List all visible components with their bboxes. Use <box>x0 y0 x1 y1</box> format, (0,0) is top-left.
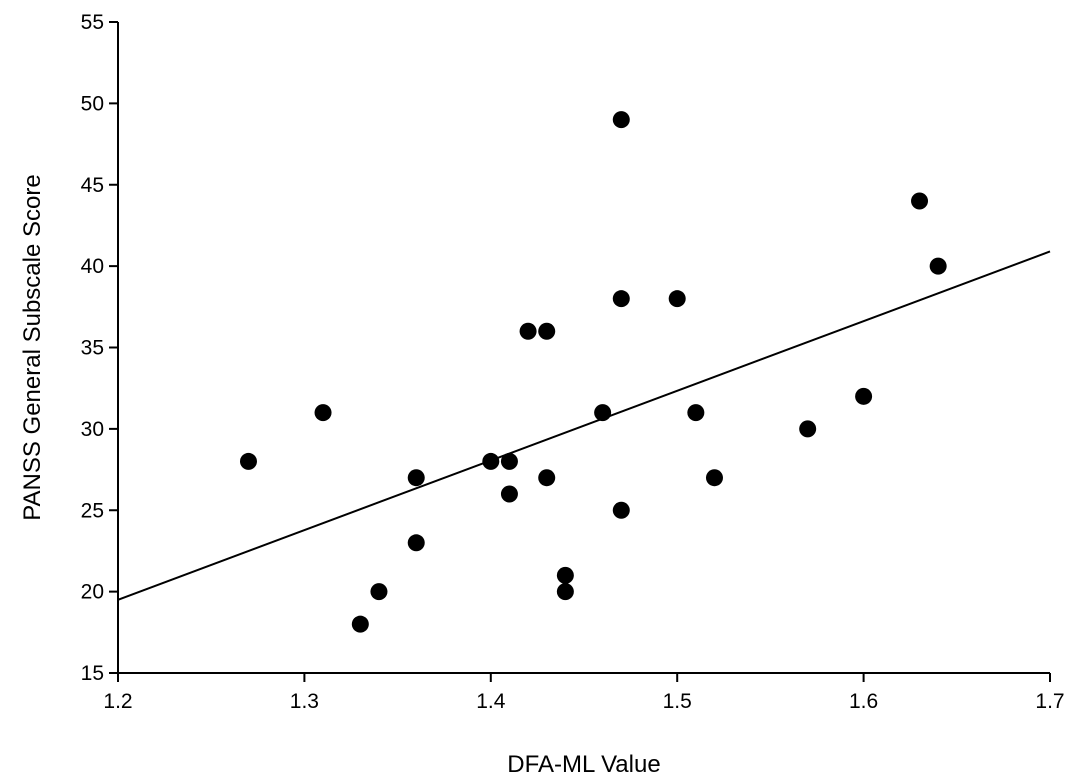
data-point-5 <box>407 469 425 487</box>
x-tick-label: 1.4 <box>476 690 506 713</box>
axes: 15 20 25 30 35 40 45 50 55 1.2 1.3 1.4 1.5 1.6 1.7 <box>81 11 1065 713</box>
data-point-22 <box>799 420 817 438</box>
data-point-20 <box>687 404 705 422</box>
data-point-9 <box>500 485 518 503</box>
data-point-2 <box>314 404 332 422</box>
x-tick-label: 1.5 <box>663 690 692 713</box>
y-tick-label: 50 <box>81 92 104 115</box>
y-tick-label: 40 <box>81 255 104 278</box>
data-point-25 <box>929 257 947 275</box>
trendline <box>117 250 1051 601</box>
y-tick-label: 25 <box>81 499 104 522</box>
data-point-6 <box>407 534 425 552</box>
data-point-21 <box>705 469 723 487</box>
trendline-group <box>117 250 1051 601</box>
data-point-16 <box>612 111 630 129</box>
x-tick-label: 1.7 <box>1035 690 1064 713</box>
data-point-1 <box>239 452 257 470</box>
data-point-23 <box>855 387 873 405</box>
y-axis-label: PANSS General Subscale Score <box>19 174 46 520</box>
data-point-3 <box>351 615 369 633</box>
x-tick-label: 1.3 <box>290 690 319 713</box>
y-tick-label: 15 <box>81 662 104 685</box>
data-point-7 <box>482 452 500 470</box>
data-point-24 <box>911 192 929 210</box>
data-point-14 <box>556 583 574 601</box>
data-point-18 <box>612 501 630 519</box>
y-tick-label: 45 <box>81 174 104 197</box>
y-tick-label: 35 <box>81 337 104 360</box>
data-point-8 <box>500 452 518 470</box>
y-tick-label: 55 <box>81 11 104 34</box>
data-point-19 <box>668 290 686 308</box>
data-point-10 <box>519 322 537 340</box>
y-tick-label: 30 <box>81 418 104 441</box>
data-point-13 <box>556 566 574 584</box>
data-point-15 <box>594 404 612 422</box>
x-tick-label: 1.2 <box>103 690 132 713</box>
x-axis-label: DFA-ML Value <box>507 751 660 778</box>
data-point-11 <box>538 322 556 340</box>
data-point-17 <box>612 290 630 308</box>
data-points <box>239 111 947 633</box>
data-point-4 <box>370 583 388 601</box>
x-tick-label: 1.6 <box>849 690 878 713</box>
data-point-12 <box>538 469 556 487</box>
y-tick-label: 20 <box>81 581 104 604</box>
